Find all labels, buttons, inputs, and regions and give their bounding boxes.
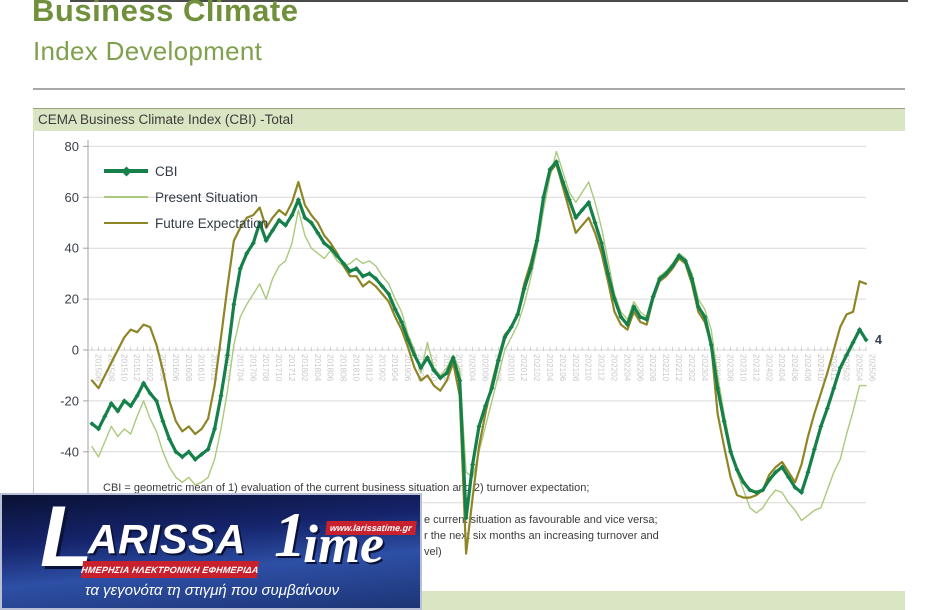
svg-text:202212: 202212 — [674, 354, 683, 382]
svg-text:201606: 201606 — [171, 354, 180, 382]
svg-text:201702: 201702 — [223, 354, 232, 382]
svg-text:201804: 201804 — [313, 354, 322, 382]
svg-text:202306: 202306 — [713, 354, 722, 382]
svg-text:201708: 201708 — [261, 354, 270, 382]
future-expectation-line-swatch — [104, 221, 148, 225]
svg-text:60: 60 — [65, 190, 79, 205]
svg-text:0: 0 — [72, 343, 79, 358]
svg-text:202004: 202004 — [468, 354, 477, 382]
legend-item-cbi: CBI — [104, 162, 268, 180]
legend-label-future-expectation: Future Expectation — [155, 215, 269, 231]
svg-text:201510: 201510 — [119, 354, 128, 382]
svg-text:201706: 201706 — [248, 354, 257, 382]
svg-text:202008: 202008 — [493, 354, 502, 382]
svg-text:201704: 201704 — [235, 354, 244, 382]
svg-text:202112: 202112 — [597, 354, 606, 381]
logo-digit-one: 1 — [274, 499, 306, 570]
svg-text:201906: 201906 — [403, 354, 412, 382]
top-border-line — [70, 0, 908, 2]
svg-text:202402: 202402 — [764, 354, 773, 382]
present-situation-line-swatch — [104, 196, 148, 198]
svg-text:-20: -20 — [60, 393, 79, 408]
svg-text:202010: 202010 — [506, 354, 515, 382]
chart-header-text: CEMA Business Climate Index (CBI) -Total — [38, 112, 294, 127]
logo-url-chip: www.larissatime.gr — [325, 521, 417, 535]
svg-text:202308: 202308 — [726, 354, 735, 382]
cbi-line-swatch — [104, 166, 148, 176]
larissatime-watermark-logo: L ARISSA 1 ime www.larissatime.gr ΗΜΕΡΗΣ… — [0, 493, 422, 610]
svg-text:202304: 202304 — [700, 354, 709, 382]
svg-text:202410: 202410 — [816, 354, 825, 382]
svg-text:202412: 202412 — [829, 354, 838, 382]
svg-text:201612: 201612 — [210, 354, 219, 382]
svg-text:202206: 202206 — [635, 354, 644, 382]
svg-text:202108: 202108 — [571, 354, 580, 382]
svg-text:40: 40 — [65, 241, 79, 256]
svg-text:202006: 202006 — [481, 354, 490, 382]
svg-text:201610: 201610 — [197, 354, 206, 382]
svg-text:202302: 202302 — [687, 354, 696, 382]
legend-label-present-situation: Present Situation — [155, 189, 258, 205]
svg-text:201810: 201810 — [352, 354, 361, 382]
svg-text:201902: 201902 — [377, 354, 386, 382]
legend-item-future-expectation: Future Expectation — [104, 214, 268, 232]
svg-text:80: 80 — [65, 139, 79, 154]
svg-text:202406: 202406 — [790, 354, 799, 382]
svg-text:202104: 202104 — [545, 354, 554, 382]
svg-text:202504: 202504 — [855, 354, 864, 382]
svg-text:202106: 202106 — [558, 354, 567, 382]
logo-red-band-text: ΗΜΕΡΗΣΙΑ ΗΛΕΚΤΡΟΝΙΚΗ ΕΦΗΜΕΡΙΔΑ — [80, 564, 260, 575]
svg-text:201808: 201808 — [339, 354, 348, 382]
svg-text:201602: 201602 — [145, 354, 154, 382]
svg-text:201806: 201806 — [326, 354, 335, 382]
svg-text:202310: 202310 — [739, 354, 748, 382]
svg-text:4: 4 — [875, 333, 882, 347]
svg-text:202210: 202210 — [661, 354, 670, 382]
svg-text:201508: 201508 — [106, 354, 115, 382]
legend-label-cbi: CBI — [155, 163, 178, 179]
svg-text:201912: 201912 — [442, 354, 451, 382]
svg-text:202102: 202102 — [532, 354, 541, 382]
svg-text:202506: 202506 — [868, 354, 877, 382]
svg-text:202204: 202204 — [622, 354, 631, 382]
chart-legend: CBI Present Situation Future Expectation — [104, 162, 268, 240]
logo-name-arissa: ARISSA — [88, 516, 246, 562]
svg-text:-40: -40 — [60, 444, 79, 459]
svg-text:201712: 201712 — [287, 354, 296, 382]
svg-text:202408: 202408 — [803, 354, 812, 382]
page-title: Business Climate — [32, 0, 299, 28]
svg-text:201908: 201908 — [416, 354, 425, 382]
svg-text:201710: 201710 — [274, 354, 283, 382]
svg-text:202110: 202110 — [584, 354, 593, 381]
svg-text:202208: 202208 — [648, 354, 657, 382]
svg-text:202202: 202202 — [610, 354, 619, 382]
svg-text:201802: 201802 — [300, 354, 309, 382]
chart-left-border — [33, 131, 34, 591]
footnote-line3-fragment: r the next six months an increasing turn… — [424, 530, 659, 542]
logo-tagline: τα γεγονότα τη στιγμή που συμβαίνουν — [84, 582, 340, 599]
svg-text:202012: 202012 — [519, 354, 528, 382]
chart-header-band: CEMA Business Climate Index (CBI) -Total — [33, 108, 905, 131]
svg-text:201512: 201512 — [132, 354, 141, 382]
svg-text:20: 20 — [65, 292, 79, 307]
logo-red-band: ΗΜΕΡΗΣΙΑ ΗΛΕΚΤΡΟΝΙΚΗ ΕΦΗΜΕΡΙΔΑ — [81, 561, 259, 578]
svg-text:201904: 201904 — [390, 354, 399, 382]
footnote-line4-fragment: vel) — [424, 546, 442, 558]
svg-text:201506: 201506 — [94, 354, 103, 382]
svg-text:202502: 202502 — [842, 354, 851, 382]
svg-text:201604: 201604 — [158, 354, 167, 382]
svg-text:201910: 201910 — [429, 354, 438, 382]
footnote-line2-fragment: e current situation as favourable and vi… — [424, 514, 658, 526]
title-divider — [33, 88, 905, 90]
svg-text:201608: 201608 — [184, 354, 193, 382]
svg-text:202002: 202002 — [455, 354, 464, 382]
legend-item-present-situation: Present Situation — [104, 188, 268, 206]
svg-text:201812: 201812 — [364, 354, 373, 382]
svg-text:202312: 202312 — [751, 354, 760, 382]
page-subtitle: Index Development — [33, 36, 263, 66]
svg-text:202404: 202404 — [777, 354, 786, 382]
